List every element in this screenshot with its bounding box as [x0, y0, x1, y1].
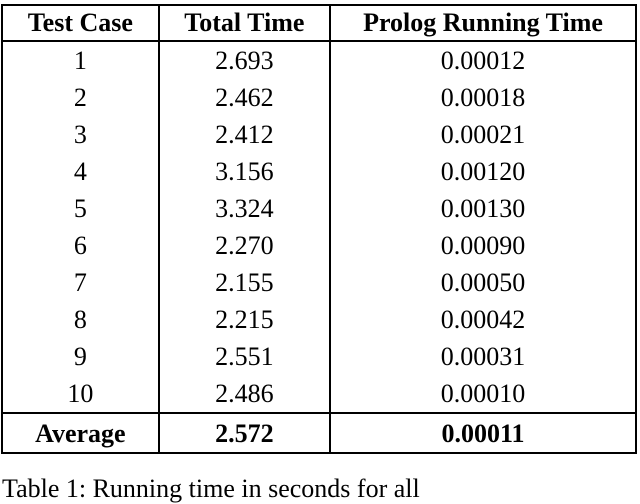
- table-cell: 0.00012: [329, 41, 637, 79]
- table-cell: 4: [1, 153, 160, 190]
- table-cell: 2.155: [157, 264, 332, 301]
- table-caption: Table 1: Running time in seconds for all: [2, 474, 420, 503]
- table-cell: 3: [1, 116, 160, 153]
- table-cell: 0.00090: [329, 227, 637, 264]
- table-cell: 2.551: [157, 338, 332, 375]
- table-row: 2 2.462 0.00018: [1, 79, 637, 116]
- table-cell: 0.00010: [329, 375, 637, 413]
- average-cell: 2.572: [157, 412, 332, 454]
- table-cell: 3.324: [157, 190, 332, 227]
- table-cell: 0.00120: [329, 153, 637, 190]
- header-cell: Test Case: [1, 4, 160, 42]
- table-row: 7 2.155 0.00050: [1, 264, 637, 301]
- table-cell: 1: [1, 41, 160, 79]
- table-cell: 10: [1, 375, 160, 413]
- table-cell: 7: [1, 264, 160, 301]
- table-cell: 5: [1, 190, 160, 227]
- table-cell: 6: [1, 227, 160, 264]
- table-row: 8 2.215 0.00042: [1, 301, 637, 338]
- table-row: 9 2.551 0.00031: [1, 338, 637, 375]
- table-cell: 2.462: [157, 79, 332, 116]
- page: Test Case Total Time Prolog Running Time 1…: [1, 4, 637, 503]
- table-cell: 3.156: [157, 153, 332, 190]
- table-cell: 0.00031: [329, 338, 637, 375]
- table-row: 6 2.270 0.00090: [1, 227, 637, 264]
- table-cell: 2.270: [157, 227, 332, 264]
- average-row: Average 2.572 0.00011: [1, 412, 637, 454]
- table-cell: 8: [1, 301, 160, 338]
- average-cell: Average: [1, 412, 160, 454]
- average-cell: 0.00011: [329, 412, 637, 454]
- table-row: 1 2.693 0.00012: [1, 41, 637, 79]
- header-cell: Total Time: [157, 4, 332, 42]
- table-cell: 0.00042: [329, 301, 637, 338]
- table-cell: 2.215: [157, 301, 332, 338]
- table-cell: 2.693: [157, 41, 332, 79]
- table-cell: 0.00050: [329, 264, 637, 301]
- table-row: 5 3.324 0.00130: [1, 190, 637, 227]
- table-row: 4 3.156 0.00120: [1, 153, 637, 190]
- table-cell: 2.486: [157, 375, 332, 413]
- table-cell: 9: [1, 338, 160, 375]
- header-cell: Prolog Running Time: [329, 4, 637, 42]
- table-cell: 2.412: [157, 116, 332, 153]
- table-cell: 0.00021: [329, 116, 637, 153]
- table-row: 10 2.486 0.00010: [1, 375, 637, 413]
- table-body: 1 2.693 0.00012 2 2.462 0.00018 3 2.412 0.00021 4…: [1, 41, 637, 454]
- table-cell: 0.00018: [329, 79, 637, 116]
- table-cell: 0.00130: [329, 190, 637, 227]
- header-row: Test Case Total Time Prolog Running Time: [1, 4, 637, 42]
- table-row: 3 2.412 0.00021: [1, 116, 637, 153]
- results-table: Test Case Total Time Prolog Running Time 1…: [1, 4, 637, 454]
- table-cell: 2: [1, 79, 160, 116]
